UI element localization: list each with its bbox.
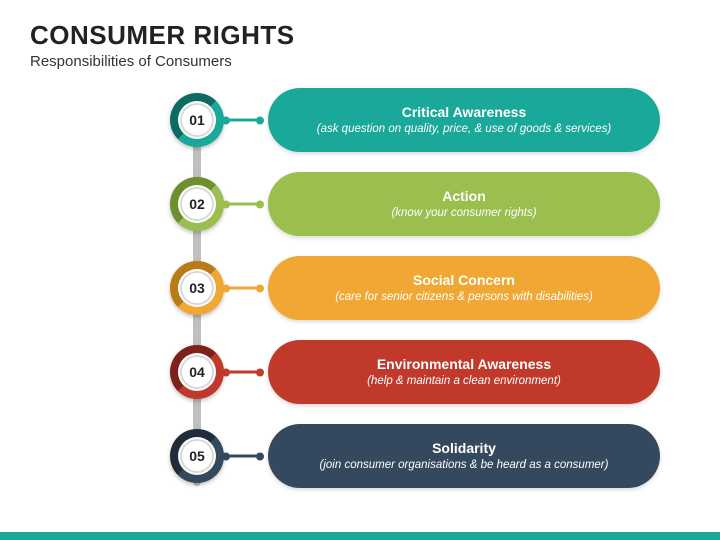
connector-dot-icon	[256, 452, 264, 460]
content-pill: Social Concern (care for senior citizens …	[268, 256, 660, 320]
number-bullet: 03	[170, 261, 224, 315]
pill-description: (ask question on quality, price, & use o…	[296, 122, 632, 136]
bullet-number: 03	[180, 271, 214, 305]
pill-title: Critical Awareness	[296, 104, 632, 120]
number-bullet: 02	[170, 177, 224, 231]
pill-description: (care for senior citizens & persons with…	[296, 290, 632, 304]
pill-title: Action	[296, 188, 632, 204]
bullet-number: 04	[180, 355, 214, 389]
pill-description: (know your consumer rights)	[296, 206, 632, 220]
bullet-number: 02	[180, 187, 214, 221]
pill-title: Social Concern	[296, 272, 632, 288]
number-bullet: 05	[170, 429, 224, 483]
connector-dot-icon	[222, 452, 230, 460]
content-pill: Solidarity (join consumer organisations &…	[268, 424, 660, 488]
connector-line	[226, 287, 260, 290]
connector-dot-icon	[256, 368, 264, 376]
pill-description: (join consumer organisations & be heard …	[296, 458, 632, 472]
diagram-row: 02 Action (know your consumer rights)	[0, 168, 720, 240]
diagram-row: 04 Environmental Awareness (help & maintai…	[0, 336, 720, 408]
pill-description: (help & maintain a clean environment)	[296, 374, 632, 388]
diagram-row: 01 Critical Awareness (ask question on qua…	[0, 84, 720, 156]
bullet-number: 01	[180, 103, 214, 137]
number-bullet: 01	[170, 93, 224, 147]
pill-title: Environmental Awareness	[296, 356, 632, 372]
connector-dot-icon	[222, 284, 230, 292]
bullet-number: 05	[180, 439, 214, 473]
content-pill: Action (know your consumer rights)	[268, 172, 660, 236]
page-title: CONSUMER RIGHTS	[30, 20, 690, 51]
connector-line	[226, 371, 260, 374]
footer-accent-bar	[0, 532, 720, 540]
page-subtitle: Responsibilities of Consumers	[30, 53, 690, 70]
connector-line	[226, 119, 260, 122]
content-pill: Critical Awareness (ask question on quali…	[268, 88, 660, 152]
content-pill: Environmental Awareness (help & maintain …	[268, 340, 660, 404]
connector-dot-icon	[222, 116, 230, 124]
number-bullet: 04	[170, 345, 224, 399]
diagram-row: 03 Social Concern (care for senior citizen…	[0, 252, 720, 324]
connector-line	[226, 455, 260, 458]
header: CONSUMER RIGHTS Responsibilities of Cons…	[0, 0, 720, 78]
diagram-row: 05 Solidarity (join consumer organisations…	[0, 420, 720, 492]
diagram-area: 01 Critical Awareness (ask question on qua…	[0, 80, 720, 526]
connector-line	[226, 203, 260, 206]
connector-dot-icon	[256, 284, 264, 292]
connector-dot-icon	[222, 368, 230, 376]
connector-dot-icon	[256, 116, 264, 124]
connector-dot-icon	[222, 200, 230, 208]
pill-title: Solidarity	[296, 440, 632, 456]
connector-dot-icon	[256, 200, 264, 208]
